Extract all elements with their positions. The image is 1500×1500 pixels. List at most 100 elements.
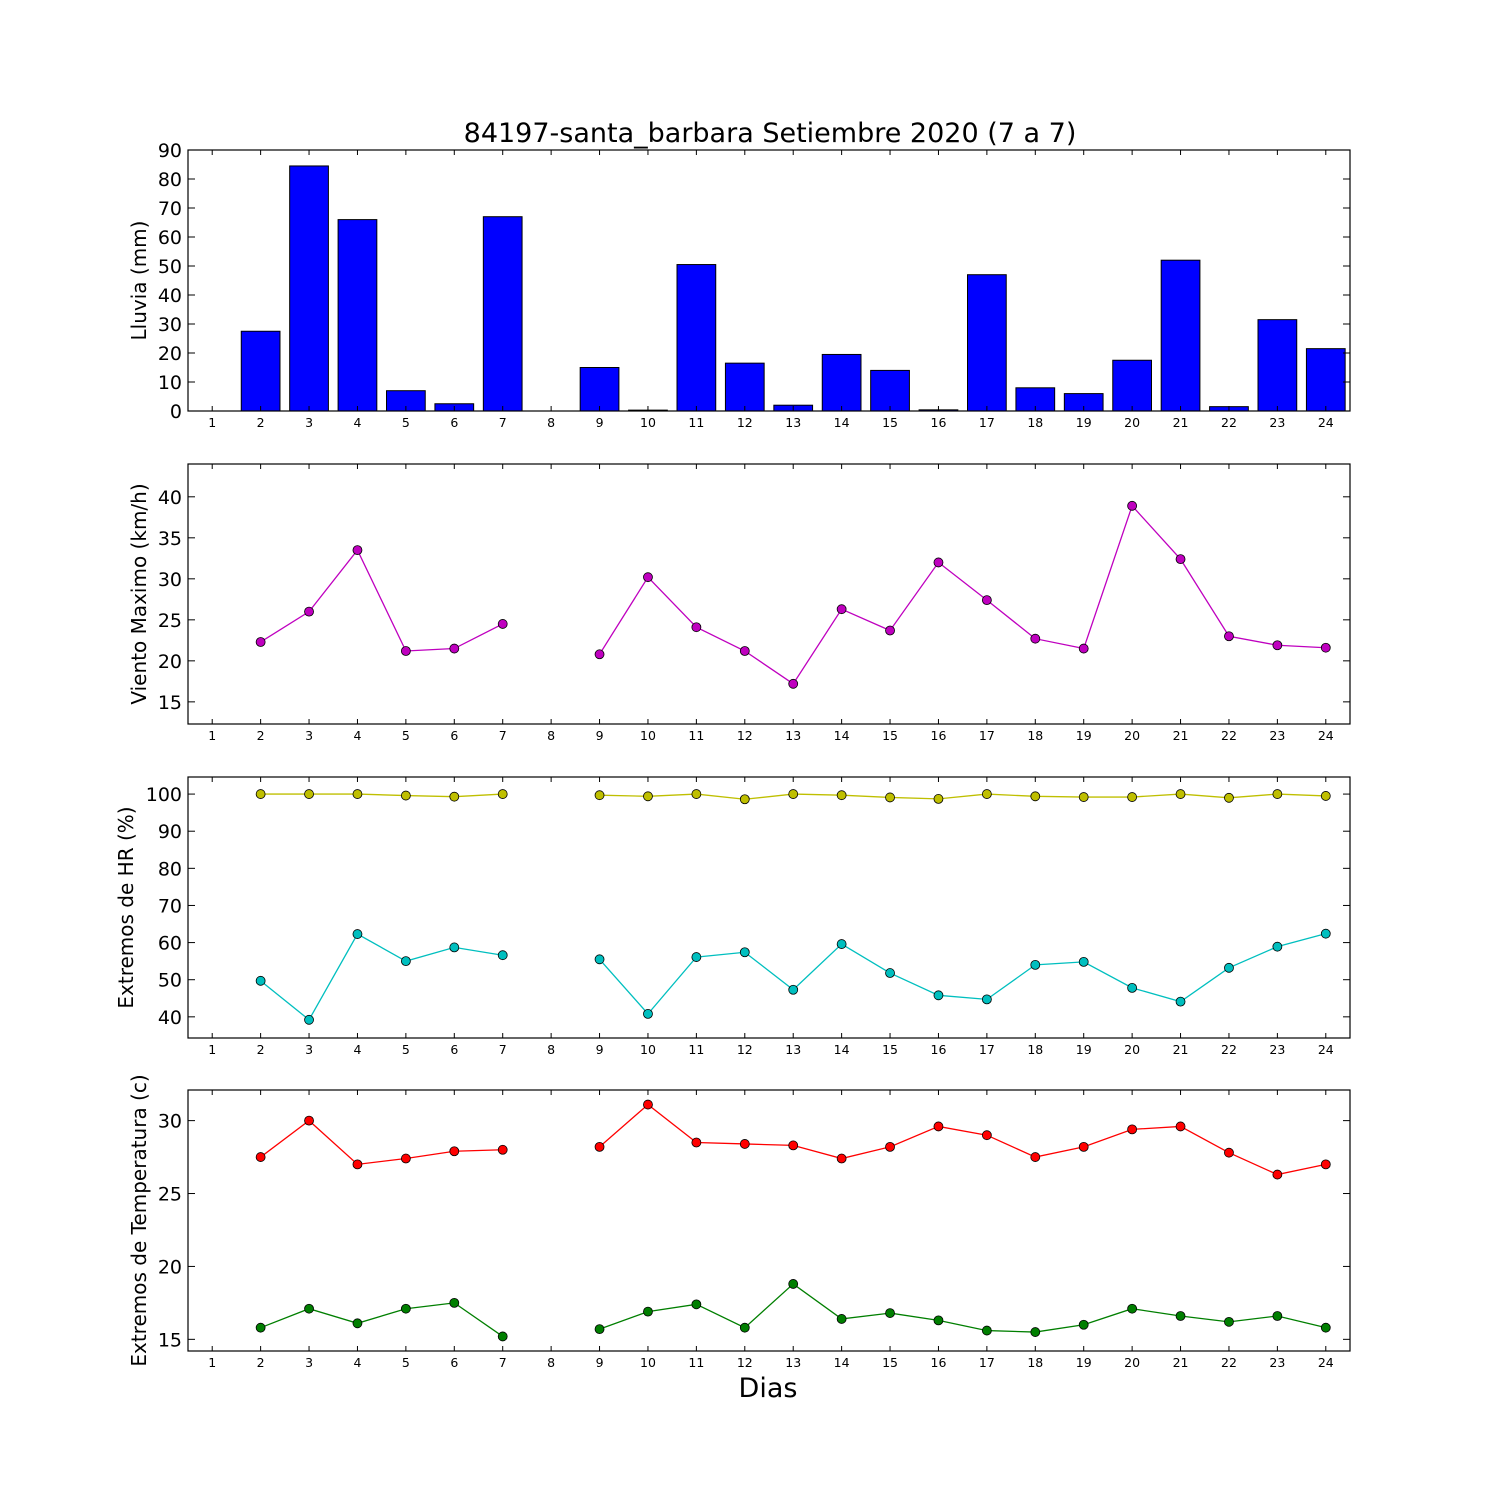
series-1-point-day-10 (643, 791, 653, 802)
x-tick-label: 7 (499, 415, 507, 430)
series-1-point-day-20 (1127, 792, 1138, 802)
y-tick-label: 25 (158, 610, 182, 632)
y-tick-label: 30 (158, 314, 182, 336)
series-1-point-day-21 (1175, 789, 1186, 799)
series-1-point-day-2 (255, 637, 266, 647)
y-tick-label: 50 (158, 256, 182, 278)
bar-day-24 (1305, 348, 1346, 412)
series-1-point-day-16 (933, 1121, 944, 1132)
x-tick-label: 1 (208, 1042, 216, 1057)
panel-4: 1 2 3 4 5 6 7 8 9 10 11 12 13 14 15 16 17 18 19 20 21 22 23 241… (127, 1074, 1351, 1370)
series-2-point-day-24 (1320, 928, 1331, 939)
x-tick-label: 22 (1221, 415, 1237, 430)
x-tick-label: 6 (450, 1042, 458, 1057)
series-2-point-day-4 (352, 929, 363, 939)
series-2-point-day-11 (691, 952, 702, 962)
series-1-point-day-4 (352, 545, 363, 556)
series-1-point-day-16 (933, 557, 944, 568)
series-1-point-day-13 (788, 789, 799, 799)
x-tick-label: 17 (979, 1042, 995, 1057)
x-tick-label: 18 (1027, 415, 1043, 430)
x-tick-label: 13 (785, 1042, 801, 1057)
x-tick-label: 12 (737, 1355, 753, 1370)
x-tick-label: 6 (450, 728, 458, 743)
x-tick-label: 20 (1124, 1355, 1140, 1370)
series-1-point-day-6 (449, 643, 460, 654)
series-2-point-day-6 (449, 1297, 460, 1308)
series-2-point-day-20 (1127, 1303, 1138, 1314)
series-1-point-day-10 (643, 1099, 653, 1110)
series-2-point-day-22 (1224, 1316, 1234, 1327)
series-1-point-day-11 (691, 1137, 702, 1148)
series-1-point-day-22 (1224, 1147, 1234, 1158)
y-tick-label: 20 (158, 651, 182, 673)
chart-title: 84197-santa_barbara Setiembre 2020 (7 a … (464, 118, 1077, 149)
bar-day-2 (240, 330, 281, 412)
series-1-point-day-3 (304, 789, 314, 799)
series-1-point-day-7 (497, 1144, 508, 1155)
x-tick-label: 10 (640, 1042, 656, 1057)
series-2-point-day-13 (788, 984, 799, 995)
series-1-point-day-6 (449, 791, 460, 802)
x-tick-label: 21 (1173, 728, 1189, 743)
series-1-point-day-3 (304, 1115, 314, 1126)
series-1-point-day-9 (594, 790, 605, 801)
series-2-point-day-5 (400, 956, 411, 967)
series-1-point-day-14 (836, 1153, 847, 1164)
y-tick-label: 15 (158, 692, 182, 714)
x-tick-label: 1 (208, 728, 216, 743)
series-1-point-day-19 (1078, 1141, 1089, 1152)
y-tick-label: 10 (158, 372, 182, 394)
y-tick-label: 30 (158, 1111, 182, 1133)
y-tick-label: 40 (158, 1007, 182, 1029)
series-2-point-day-18 (1030, 1327, 1041, 1337)
y-tick-label: 60 (158, 227, 182, 249)
series-2-point-day-22 (1224, 962, 1234, 973)
bar-day-15 (870, 369, 910, 412)
plot-frame (187, 1089, 1351, 1352)
y-tick-label: 30 (158, 569, 182, 591)
series-1-point-day-24 (1320, 1159, 1331, 1170)
x-tick-label: 14 (834, 1042, 850, 1057)
series-2-point-day-17 (981, 994, 992, 1005)
y-axis-label: Extremos de Temperatura (c) (127, 1074, 151, 1366)
x-tick-label: 15 (882, 415, 898, 430)
bar-day-4 (337, 219, 378, 412)
x-tick-label: 16 (931, 1355, 947, 1370)
series-1-point-day-2 (255, 789, 266, 799)
series-1-point-day-20 (1127, 1124, 1138, 1135)
series-1-point-day-13 (788, 678, 799, 689)
series-1-point-day-11 (691, 622, 702, 633)
bar-day-12 (724, 362, 765, 412)
x-tick-label: 9 (596, 1355, 604, 1370)
series-2-point-day-15 (885, 968, 895, 978)
x-tick-label: 10 (640, 728, 656, 743)
series-1-point-day-17 (981, 595, 992, 606)
x-tick-label: 5 (402, 1042, 410, 1057)
series-2-point-day-10 (643, 1306, 653, 1317)
x-tick-label: 4 (353, 415, 361, 430)
series-1-point-day-7 (497, 619, 508, 629)
x-tick-label: 13 (785, 728, 801, 743)
series-1-point-day-7 (497, 789, 508, 799)
x-tick-label: 6 (450, 415, 458, 430)
series-2-point-day-18 (1030, 959, 1041, 970)
x-tick-label: 16 (931, 728, 947, 743)
x-tick-label: 2 (257, 1355, 265, 1370)
x-tick-label: 4 (353, 1042, 361, 1057)
x-tick-label: 14 (834, 1355, 850, 1370)
x-tick-label: 23 (1269, 415, 1285, 430)
series-1-point-day-4 (352, 789, 363, 799)
series-1-point-day-15 (885, 792, 895, 803)
x-tick-label: 2 (257, 415, 265, 430)
x-tick-label: 4 (353, 1355, 361, 1370)
bar-day-11 (676, 264, 717, 412)
series-2-point-day-24 (1320, 1322, 1331, 1333)
x-tick-label: 2 (257, 1042, 265, 1057)
series-2-point-day-13 (788, 1279, 799, 1289)
x-tick-label: 1 (208, 1355, 216, 1370)
x-tick-label: 3 (305, 1042, 313, 1057)
x-tick-label: 19 (1076, 1042, 1092, 1057)
series-2-point-day-14 (836, 939, 847, 949)
series-1-point-day-15 (885, 1141, 895, 1152)
